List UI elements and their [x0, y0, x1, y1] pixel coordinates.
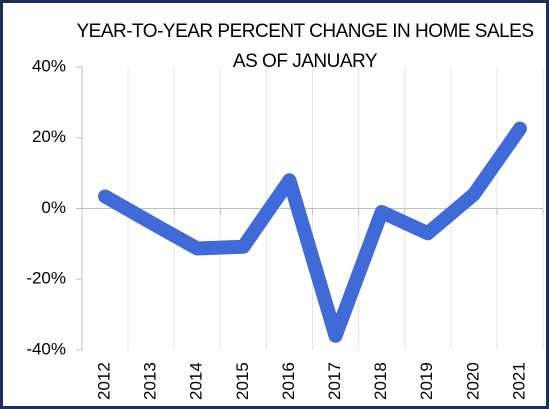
x-tick-label: 2019	[417, 362, 436, 400]
x-tick-label: 2014	[187, 362, 206, 400]
x-tick-label: 2016	[279, 362, 298, 400]
y-tick-label: -20%	[26, 269, 66, 288]
x-tick-label: 2015	[233, 362, 252, 400]
x-tick-label: 2020	[463, 362, 482, 400]
x-tick-label: 2017	[325, 362, 344, 400]
x-tick-label: 2012	[95, 362, 114, 400]
y-tick-label: 40%	[32, 56, 66, 75]
x-tick-label: 2018	[371, 362, 390, 400]
y-tick-label: 20%	[32, 127, 66, 146]
y-tick-label: 0%	[41, 198, 66, 217]
x-tick-label: 2013	[141, 362, 160, 400]
x-tick-label: 2021	[509, 362, 528, 400]
chart-title: YEAR-TO-YEAR PERCENT CHANGE IN HOME SALE…	[76, 21, 533, 42]
y-tick-label: -40%	[26, 339, 66, 358]
line	[98, 121, 527, 343]
chart-title: AS OF JANUARY	[233, 51, 378, 72]
